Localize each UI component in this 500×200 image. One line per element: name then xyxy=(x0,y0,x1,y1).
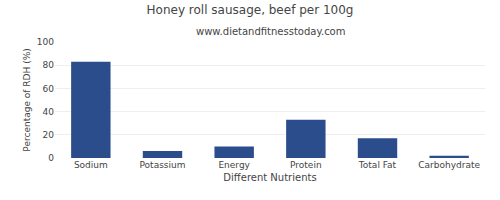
svg-text:Energy: Energy xyxy=(218,160,250,170)
svg-text:Carbohydrate: Carbohydrate xyxy=(418,160,480,170)
svg-text:0: 0 xyxy=(48,153,54,163)
svg-text:Percentage of RDH (%): Percentage of RDH (%) xyxy=(22,48,32,151)
svg-text:60: 60 xyxy=(43,84,55,94)
svg-text:100: 100 xyxy=(37,37,54,47)
svg-text:Protein: Protein xyxy=(290,160,322,170)
svg-text:Honey roll sausage, beef per 1: Honey roll sausage, beef per 100g xyxy=(147,3,354,17)
svg-text:Different Nutrients: Different Nutrients xyxy=(223,172,316,183)
svg-text:80: 80 xyxy=(43,60,55,70)
svg-text:www.dietandfitnesstoday.com: www.dietandfitnesstoday.com xyxy=(196,26,345,37)
svg-text:Potassium: Potassium xyxy=(139,160,185,170)
svg-text:20: 20 xyxy=(43,130,55,140)
svg-text:Sodium: Sodium xyxy=(74,160,108,170)
svg-text:40: 40 xyxy=(43,107,55,117)
svg-text:Total Fat: Total Fat xyxy=(358,160,397,170)
